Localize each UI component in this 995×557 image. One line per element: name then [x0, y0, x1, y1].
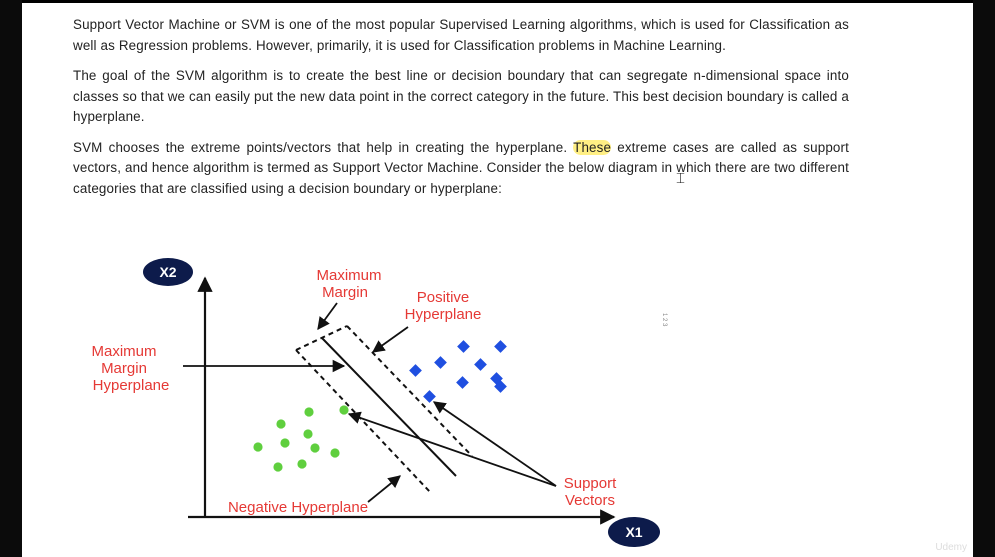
max-margin-arrow: [317, 302, 338, 331]
positive-point: [423, 390, 436, 403]
margin-top-cap: [295, 325, 348, 351]
negative-point: [280, 438, 290, 448]
paragraph-1: Support Vector Machine or SVM is one of …: [73, 17, 849, 53]
paragraph-3: SVM chooses the extreme points/vectors t…: [73, 138, 849, 200]
negative-point: [330, 448, 340, 458]
max-margin-label-line2: Margin: [322, 284, 368, 301]
positive-point: [474, 358, 487, 371]
support-vectors-label-line2: Vectors: [565, 492, 615, 509]
max-margin-label-line1: Maximum: [316, 267, 381, 284]
paragraph-2: The goal of the SVM algorithm is to crea…: [73, 68, 849, 124]
paragraph-3-start: SVM chooses the extreme points/vectors t…: [73, 139, 574, 155]
x2-label: X2: [159, 264, 176, 280]
positive-point: [434, 356, 447, 369]
negative-point: [297, 459, 307, 469]
positive-point: [494, 340, 507, 353]
left-black-bar: [0, 0, 22, 557]
paragraph-3-end: extreme cases are called as support vect…: [73, 139, 849, 196]
support-vectors-label-line1: Support: [564, 475, 617, 492]
negative-point: [304, 407, 314, 417]
max-margin-hyperplane-label-line2: Margin: [101, 360, 147, 377]
positive-point: [457, 340, 470, 353]
positive-point: [456, 376, 469, 389]
max-margin-hyperplane-label-line3: Hyperplane: [93, 377, 170, 394]
negative-point: [339, 405, 349, 415]
x2-badge: [143, 258, 193, 286]
negative-hyperplane-arrow: [367, 475, 401, 503]
max-margin-hyperplane-label-line1: Maximum: [91, 343, 156, 360]
highlighted-word: These: [573, 139, 612, 155]
top-border: [22, 0, 973, 3]
right-black-bar: [973, 0, 995, 557]
negative-point: [310, 443, 320, 453]
mouse-cursor-icon: ⌶: [676, 170, 686, 187]
negative-point: [276, 419, 286, 429]
negative-point: [303, 429, 313, 439]
positive-point: [494, 380, 507, 393]
x1-badge: [608, 517, 660, 547]
positive-point: [409, 364, 422, 377]
positive-hyperplane-label-line1: Positive: [417, 289, 470, 306]
negative-hyperplane-label: Negative Hyperplane: [228, 499, 368, 516]
x1-label: X1: [625, 524, 642, 540]
positive-hyperplane-arrow: [371, 326, 409, 353]
positive-class-points: [409, 340, 507, 403]
article-body: Support Vector Machine or SVM is one of …: [73, 15, 849, 209]
side-tick-marks: 1 2 3: [661, 313, 667, 327]
support-vector-arrow-green: [347, 411, 557, 487]
negative-point: [273, 462, 283, 472]
negative-hyperplane-line: [295, 349, 431, 493]
positive-hyperplane-label-line2: Hyperplane: [405, 306, 482, 323]
negative-class-points: [253, 405, 349, 472]
positive-hyperplane-line: [346, 325, 473, 457]
support-vector-arrow-blue: [432, 401, 557, 487]
negative-point: [253, 442, 263, 452]
watermark: Udemy: [935, 542, 967, 553]
